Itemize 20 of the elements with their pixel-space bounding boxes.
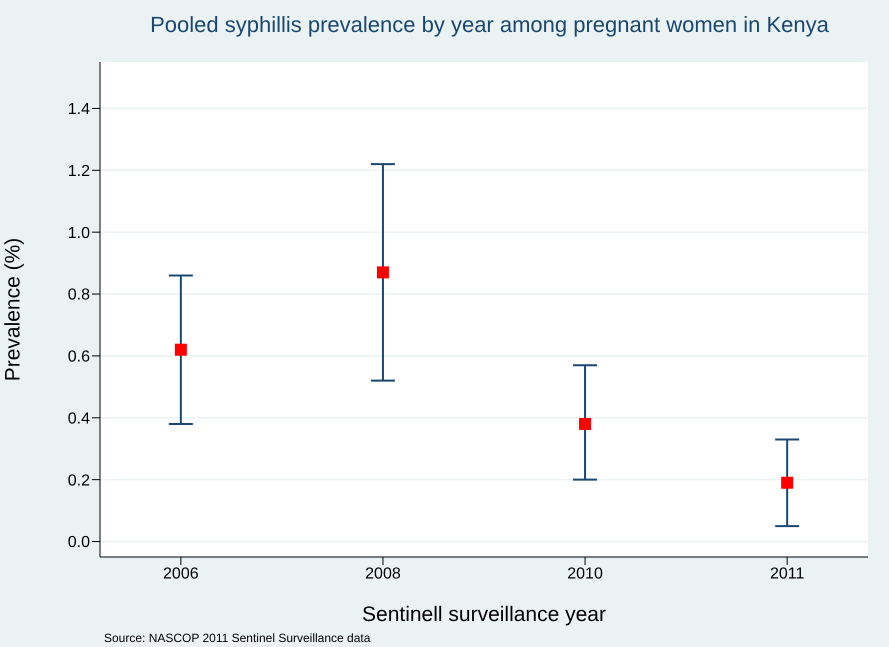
point (376, 266, 389, 278)
y-tick-label: 1.4 (68, 101, 90, 118)
point (781, 476, 794, 489)
point (579, 418, 592, 430)
x-tick-label: 2011 (770, 565, 804, 582)
source-note: Source: NASCOP 2011 Sentinel Surveillance data (104, 631, 370, 645)
y-tick-label: 0.6 (68, 348, 90, 366)
y-axis-title: Prevalence (%) (1, 238, 24, 382)
chart-title: Pooled syphillis prevalence by year among pregnant women in Kenya (149, 12, 830, 38)
y-tick-label: 0.8 (68, 286, 90, 304)
point (174, 344, 187, 356)
x-tick-label: 2010 (567, 565, 603, 582)
x-tick-label: 2008 (365, 565, 401, 582)
x-tick-label: 2006 (163, 565, 199, 582)
y-tick-label: 0.0 (68, 534, 90, 552)
y-tick-label: 0.4 (68, 410, 90, 428)
y-tick-label: 1.2 (68, 162, 90, 180)
x-axis-title: Sentinell surveillance year (362, 603, 606, 626)
y-tick-label: 0.2 (68, 472, 90, 490)
y-tick-label: 1.0 (68, 224, 90, 242)
